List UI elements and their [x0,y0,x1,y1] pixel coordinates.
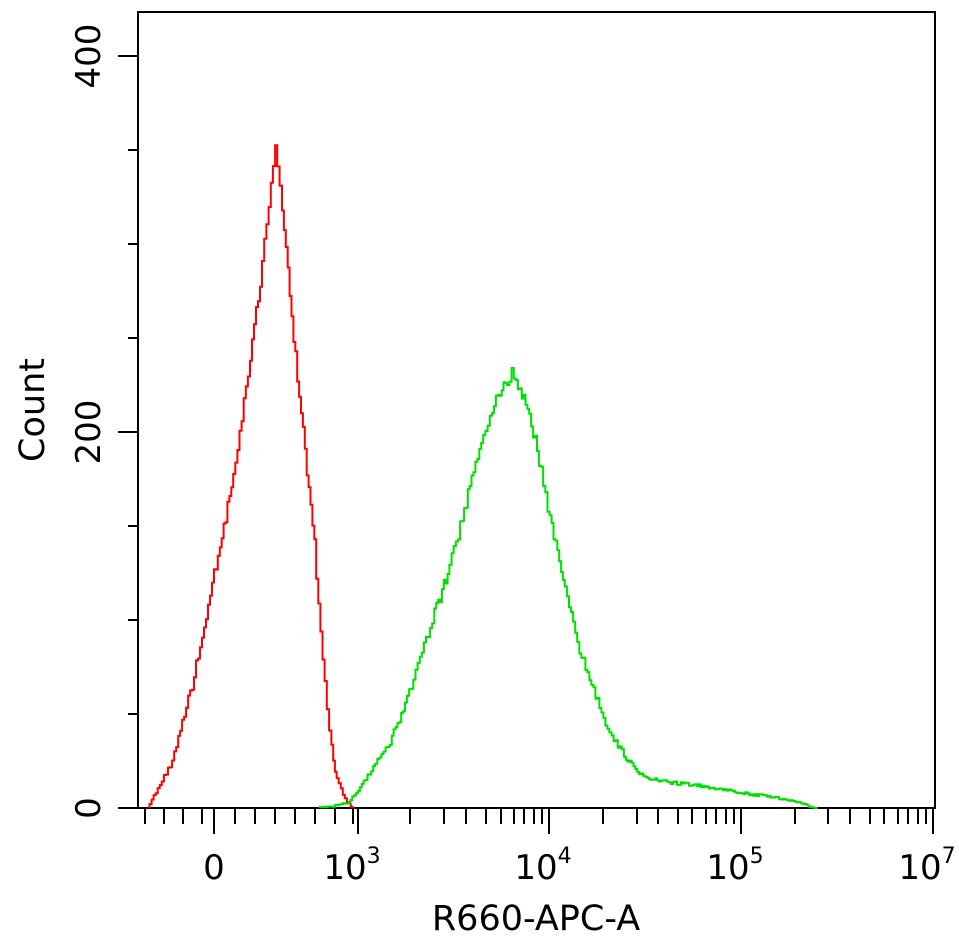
plot-frame [137,11,936,809]
y-tick-label: 400 [69,24,109,89]
x-tick-label-exponent: 3 [367,844,381,869]
y-tick-label: 0 [69,797,109,819]
series-line-0 [148,144,355,809]
y-tick-label: 200 [69,400,109,465]
histogram-curves [148,144,818,809]
y-axis-label: Count [13,358,53,462]
x-axis-label: R660-APC-A [432,899,640,938]
x-tick-label: 104 [514,844,571,888]
x-tick-label-base: 10 [898,848,941,888]
x-axis: 0 103 104 105 107 [144,808,956,888]
x-tick-label: 107 [898,844,955,888]
series-line-1 [319,367,818,809]
x-tick-label-base: 10 [514,848,557,888]
x-tick-label: 105 [706,844,763,888]
x-tick-label-base: 10 [323,848,366,888]
x-tick-label: 0 [203,848,225,888]
x-tick-label: 103 [323,844,380,888]
x-tick-label-base: 0 [203,848,225,888]
x-tick-label-exponent: 7 [942,844,956,869]
x-tick-label-exponent: 5 [750,844,764,869]
x-tick-label-exponent: 4 [558,844,572,869]
y-axis: 0 200 400 [69,24,138,819]
x-tick-label-base: 10 [706,848,749,888]
